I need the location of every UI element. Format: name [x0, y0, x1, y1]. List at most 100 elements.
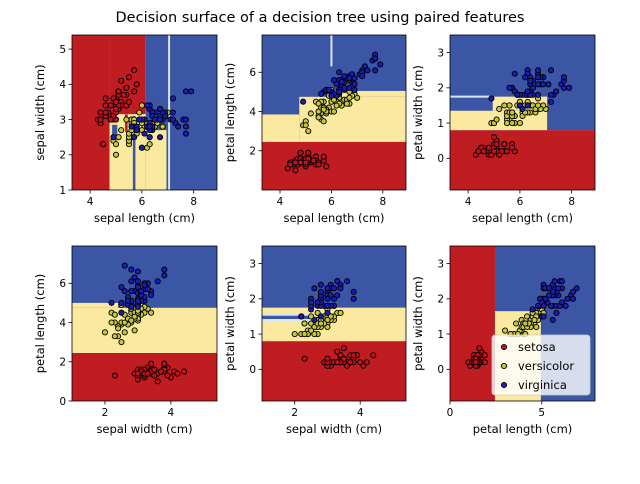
data-point-virginica [182, 88, 189, 95]
data-point-virginica [540, 313, 547, 320]
data-point-virginica [182, 123, 189, 130]
data-point-virginica [324, 295, 331, 302]
data-point-virginica [546, 285, 553, 292]
subplot-2: 4 6 8 2 4 6 sepal length (cm) petal length (cm) [223, 34, 407, 225]
y-tick-label: 0 [437, 364, 444, 376]
data-point-versicolor [503, 120, 511, 127]
data-point-virginica [311, 285, 318, 292]
plot-area [450, 35, 595, 190]
data-point-setosa [310, 157, 317, 164]
y-tick-label: 0 [59, 396, 66, 408]
plot-area [262, 246, 406, 401]
data-point-virginica [314, 299, 321, 306]
data-point-setosa [125, 98, 133, 105]
y-tick-label: 6 [59, 278, 66, 290]
data-point-virginica [573, 285, 580, 292]
data-point-virginica [338, 79, 345, 86]
data-point-setosa [102, 109, 109, 116]
data-point-versicolor [513, 320, 520, 327]
data-point-setosa [481, 352, 488, 359]
data-point-setosa [154, 378, 161, 385]
data-point-virginica [118, 284, 125, 291]
y-tick-label: 5 [59, 44, 66, 56]
subplot-5: 2 4 0 1 2 3 sepal width (cm) petal width (cm) [223, 245, 407, 436]
data-point-setosa [102, 95, 109, 102]
x-tick-label: 6 [139, 196, 146, 208]
subplot-4: 2 4 0 2 4 6 sepal width (cm) petal length (cm) [33, 245, 218, 436]
data-point-virginica [108, 299, 115, 306]
data-point-setosa [485, 144, 492, 151]
data-point-virginica [146, 123, 153, 130]
data-point-virginica [336, 69, 343, 76]
y-tick-label: 1 [437, 118, 444, 130]
data-point-virginica [134, 297, 141, 304]
data-point-versicolor [320, 106, 327, 113]
data-point-setosa [363, 359, 370, 366]
x-tick-label: 6 [517, 196, 524, 208]
x-tick-label: 5 [538, 407, 545, 419]
data-point-virginica [300, 98, 307, 105]
data-point-versicolor [337, 309, 344, 316]
data-point-virginica [519, 105, 526, 113]
data-point-virginica [128, 303, 135, 310]
data-point-virginica [524, 102, 531, 109]
legend-label-setosa: setosa [518, 340, 556, 354]
data-point-virginica [524, 88, 531, 95]
data-point-versicolor [111, 311, 118, 318]
data-point-versicolor [131, 313, 138, 320]
data-point-virginica [324, 285, 331, 292]
data-point-versicolor [115, 325, 122, 332]
data-point-versicolor [118, 339, 125, 346]
data-point-virginica [124, 297, 132, 304]
data-point-virginica [346, 84, 353, 92]
data-point-versicolor [320, 118, 327, 125]
subplot-1: 4 6 8 1 2 3 4 5 sepal length (cm) sepal width (cm… [33, 34, 218, 225]
data-point-virginica [566, 84, 573, 91]
data-point-virginica [133, 127, 140, 134]
x-axis-label: sepal width (cm) [96, 422, 192, 436]
data-point-setosa [107, 116, 114, 123]
y-tick-label: 6 [249, 67, 256, 79]
data-point-virginica [569, 288, 577, 295]
y-tick-label: 2 [59, 357, 66, 369]
data-point-versicolor [509, 109, 516, 116]
data-point-virginica [182, 130, 189, 137]
data-point-virginica [488, 95, 495, 102]
data-point-virginica [534, 74, 542, 81]
data-point-virginica [148, 292, 155, 299]
data-point-setosa [134, 370, 141, 377]
data-point-setosa [498, 148, 505, 155]
data-point-versicolor [509, 120, 516, 127]
data-point-virginica [317, 313, 324, 320]
data-point-virginica [551, 278, 558, 285]
y-tick-label: 2 [437, 83, 444, 95]
data-point-versicolor [343, 100, 350, 107]
data-point-setosa [340, 345, 347, 352]
data-point-virginica [118, 309, 125, 316]
data-point-virginica [118, 299, 125, 306]
legend-marker-setosa [500, 343, 508, 351]
data-point-setosa [151, 366, 158, 373]
data-point-virginica [134, 284, 141, 291]
decision-region-virginica [132, 116, 136, 190]
figure-title: Decision surface of a decision tree usin… [116, 10, 525, 26]
data-point-virginica [514, 91, 521, 98]
data-point-virginica [555, 285, 562, 292]
data-point-virginica [377, 61, 384, 68]
data-point-setosa [102, 102, 109, 109]
data-point-virginica [131, 274, 138, 281]
data-point-versicolor [138, 102, 145, 109]
y-tick-label: 4 [59, 79, 66, 91]
data-point-virginica [324, 302, 331, 309]
data-point-virginica [128, 288, 135, 295]
data-point-virginica [146, 134, 153, 141]
data-point-virginica [144, 102, 151, 109]
data-point-virginica [138, 288, 145, 295]
x-tick-label: 4 [168, 407, 175, 419]
y-tick-label: 0 [437, 153, 444, 165]
data-point-versicolor [131, 327, 138, 334]
data-point-virginica [188, 88, 195, 95]
y-axis-label: sepal width (cm) [33, 64, 47, 160]
data-point-virginica [549, 316, 556, 324]
